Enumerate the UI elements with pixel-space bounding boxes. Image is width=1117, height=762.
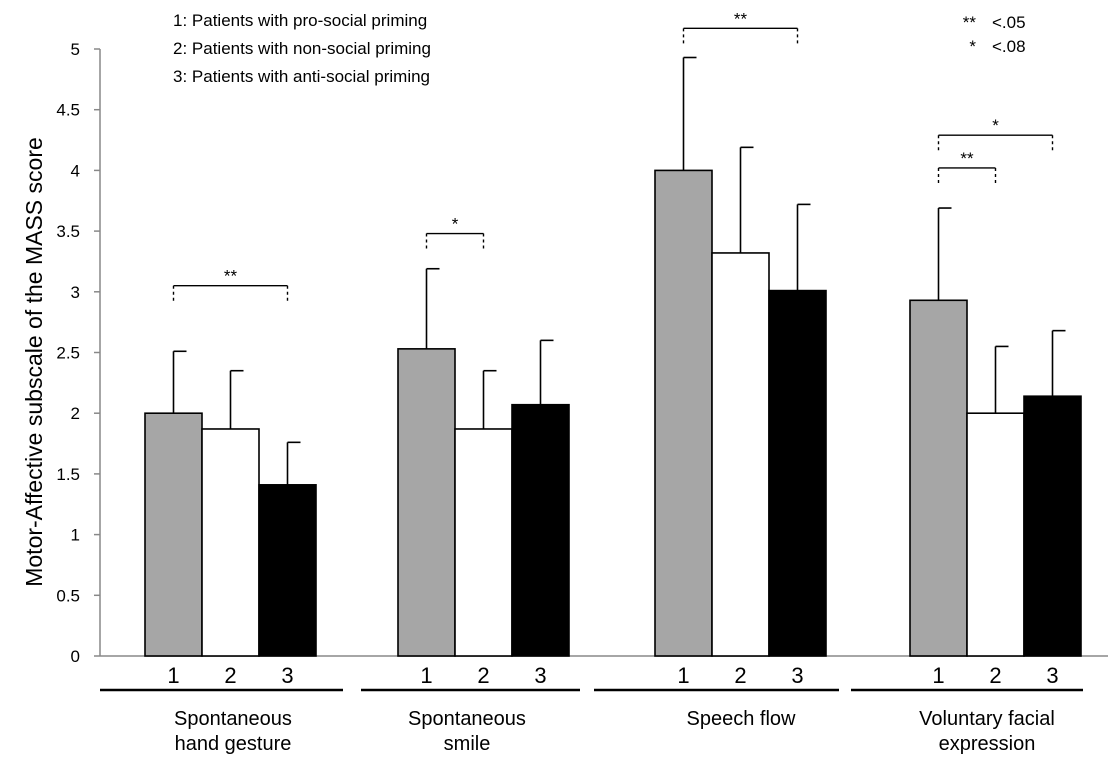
group-label: expression — [939, 733, 1036, 755]
y-tick-label: 1.5 — [56, 465, 80, 484]
y-tick-label: 1 — [71, 526, 80, 545]
y-axis-title: Motor-Affective subscale of the MASS sco… — [21, 137, 47, 587]
y-tick-label: 3.5 — [56, 222, 80, 241]
significance-marker: * — [992, 116, 999, 135]
y-tick-label: 2.5 — [56, 344, 80, 363]
significance-key-symbol: * — [969, 37, 976, 56]
x-category-label: 2 — [224, 663, 236, 688]
significance-key-symbol: ** — [963, 13, 977, 32]
y-tick-label: 3 — [71, 283, 80, 302]
x-category-label: 2 — [477, 663, 489, 688]
bar-group3-cond2 — [711, 252, 770, 657]
legend-entry: 1: Patients with pro-social priming — [173, 11, 427, 30]
y-tick-label: 4.5 — [56, 101, 80, 120]
bar-group3-cond3 — [768, 289, 827, 657]
x-category-label: 3 — [281, 663, 293, 688]
y-tick-label: 0.5 — [56, 586, 80, 605]
x-category-label: 2 — [989, 663, 1001, 688]
x-category-label: 1 — [420, 663, 432, 688]
x-category-label: 1 — [167, 663, 179, 688]
x-category-label: 2 — [734, 663, 746, 688]
x-category-label: 3 — [534, 663, 546, 688]
significance-key-text: <.08 — [992, 37, 1026, 56]
group-label: smile — [444, 733, 491, 755]
bar-group3-cond1 — [654, 169, 713, 657]
x-category-label: 1 — [677, 663, 689, 688]
group-label: Spontaneous — [174, 708, 292, 730]
legend-entry: 3: Patients with anti-social priming — [173, 67, 430, 86]
bar-group1-cond1 — [144, 412, 203, 657]
x-category-label: 3 — [791, 663, 803, 688]
group-label: hand gesture — [175, 733, 292, 755]
bar-group4-cond2 — [966, 412, 1025, 657]
bar-group2-cond1 — [397, 348, 456, 657]
bar-group1-cond2 — [201, 428, 260, 657]
significance-key-text: <.05 — [992, 13, 1026, 32]
bar-group4-cond3 — [1023, 395, 1082, 657]
significance-marker: * — [452, 215, 459, 234]
significance-marker: ** — [960, 149, 974, 168]
significance-marker: ** — [224, 267, 238, 286]
bar-group2-cond3 — [511, 403, 570, 657]
group-label: Speech flow — [687, 708, 797, 730]
bar-group1-cond3 — [258, 484, 317, 657]
significance-marker: ** — [734, 9, 748, 28]
y-tick-label: 2 — [71, 404, 80, 423]
x-category-label: 1 — [932, 663, 944, 688]
group-label: Voluntary facial — [919, 708, 1055, 730]
y-tick-label: 4 — [71, 161, 80, 180]
y-tick-label: 5 — [71, 40, 80, 59]
bar-group4-cond1 — [909, 299, 968, 657]
y-tick-label: 0 — [71, 647, 80, 666]
legend-entry: 2: Patients with non-social priming — [173, 39, 431, 58]
x-category-label: 3 — [1046, 663, 1058, 688]
group-label: Spontaneous — [408, 708, 526, 730]
bar-group2-cond2 — [454, 428, 513, 657]
